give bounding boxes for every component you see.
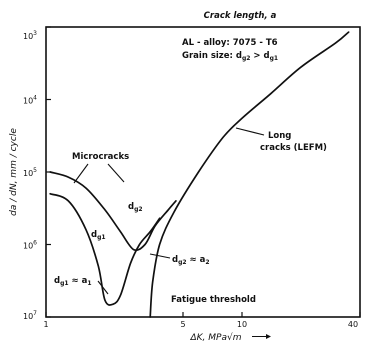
dg2-approx-a2-pre: d: [172, 255, 178, 265]
y-tick-exp-4: 7: [33, 310, 37, 317]
plot-frame: [45, 26, 361, 318]
grain-size-mid: > d: [250, 51, 269, 61]
y-tick-exp-3: 6: [33, 240, 37, 247]
dg2-approx-a2-sub2: 2: [205, 259, 209, 266]
grain-size-prefix: Grain size: d: [182, 51, 242, 61]
x-tick-label-1: 5: [180, 320, 185, 329]
dg1-label-sub: g1: [97, 234, 105, 241]
y-tick-base-0: 10: [23, 32, 33, 41]
grain-size-sub1: g2: [242, 55, 250, 62]
microcracks-label: Microcracks: [72, 152, 129, 162]
y-tick-label-3: 106: [23, 240, 37, 251]
y-tick-base-3: 10: [23, 242, 33, 251]
fatigue-threshold-label: Fatigue threshold: [171, 295, 256, 305]
series-line-2: [149, 31, 350, 318]
long-cracks-leader: [235, 127, 265, 136]
dg1-approx-a1-sub1: g1: [60, 280, 68, 287]
dg2-label-sub: g2: [134, 206, 142, 213]
grain-size-label: Grain size: dg2 > dg1: [182, 51, 278, 62]
dg1-approx-a1-pre: d: [54, 276, 60, 286]
x-axis-ticks: 1 5 10 40: [43, 312, 361, 329]
dg1-approx-a1-label: dg1 ≈ a1: [54, 276, 92, 287]
long-cracks-label-1: Long: [268, 131, 291, 141]
x-tick-label-2: 10: [237, 320, 247, 329]
y-tick-label-4: 107: [23, 310, 37, 321]
x-axis-label: ΔK, MPa√m: [190, 332, 242, 343]
dg1-label: dg1: [91, 230, 106, 241]
dg1-approx-a1-sub2: 1: [87, 280, 91, 287]
grain-size-sub2: g1: [270, 55, 278, 62]
microcracks-leader-1: [73, 163, 89, 184]
dg2-label: dg2: [128, 202, 143, 213]
series-line-0: [49, 171, 177, 252]
microcracks-leader-2: [107, 163, 125, 183]
series-line-1: [49, 192, 161, 306]
x-axis-arrow-head: [266, 334, 271, 339]
alloy-label: AL - alloy: 7075 - T6: [182, 38, 278, 48]
series-layer: [49, 31, 350, 318]
dg1-approx-a1-mid: ≈ a: [69, 276, 88, 286]
y-tick-label-1: 104: [23, 95, 37, 106]
y-tick-label-2: 105: [23, 167, 37, 178]
dg2-approx-a2-sub1: g2: [178, 259, 186, 266]
y-tick-exp-1: 4: [33, 95, 37, 102]
x-tick-label-0: 1: [43, 320, 48, 329]
y-tick-exp-2: 5: [33, 167, 37, 174]
y-tick-label-0: 103: [23, 30, 37, 41]
x-axis-title: ΔK, MPa√m: [190, 332, 271, 343]
y-tick-base-1: 10: [23, 97, 33, 106]
dg1-approx-a1-leader: [97, 280, 109, 295]
y-tick-exp-0: 3: [33, 30, 37, 37]
y-axis-label: da / dN, mm / cycle: [9, 128, 19, 216]
x-tick-label-3: 40: [348, 320, 358, 329]
dg2-approx-a2-mid: ≈ a: [187, 255, 206, 265]
y-tick-base-4: 10: [23, 312, 33, 321]
y-tick-base-2: 10: [23, 169, 33, 178]
dg2-approx-a2-label: dg2 ≈ a2: [172, 255, 210, 266]
dg1-label-main: d: [91, 230, 97, 240]
long-cracks-label-2: cracks (LEFM): [260, 143, 327, 153]
dg2-label-main: d: [128, 202, 134, 212]
dg2-approx-a2-leader: [149, 253, 171, 259]
chart-title: Crack length, a: [204, 11, 277, 21]
